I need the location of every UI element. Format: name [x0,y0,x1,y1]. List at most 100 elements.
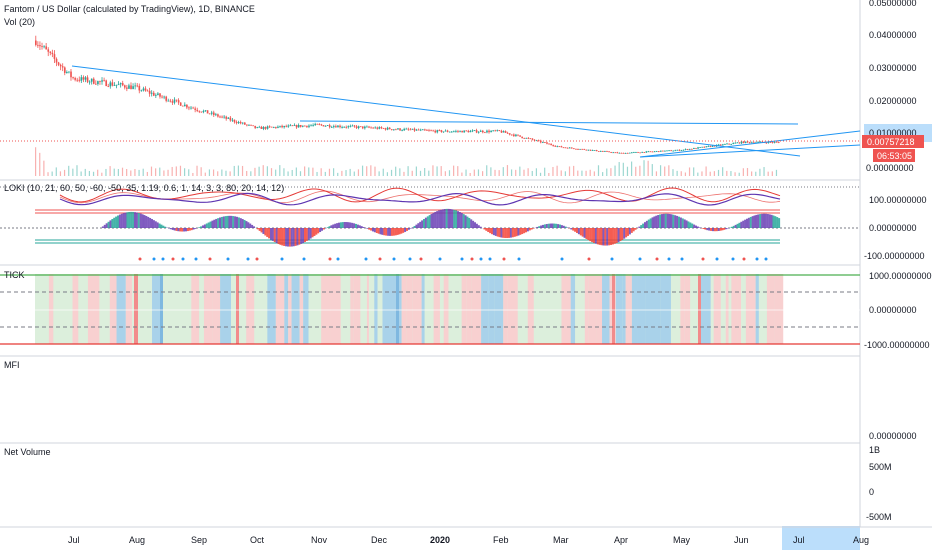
loki-hist-bar [543,224,546,228]
loki-hist-bar [115,216,118,228]
candle-body [459,130,461,132]
tick-band [725,274,729,344]
loki-hist-bar [322,228,325,230]
loki-hist-bar [611,228,614,245]
net-volume-title[interactable]: Net Volume [4,447,51,457]
symbol-title[interactable]: Fantom / US Dollar (calculated by Tradin… [4,4,255,14]
tick-title[interactable]: TICK [4,270,25,280]
candle-body [500,130,503,133]
candle-body [390,129,393,130]
candle-body [285,125,288,127]
tick-band [737,274,742,344]
mfi-title[interactable]: MFI [4,360,20,370]
tick-band [368,274,375,344]
candle-body [370,127,372,129]
candle-body [711,145,714,147]
loki-hist-bar [315,228,318,235]
loki-hist-bar [343,222,346,228]
loki-hist-bar [623,228,626,239]
loki-hist-bar [721,228,724,231]
candle-body [364,126,366,129]
candle-body [612,152,615,154]
loki-hist-bar [417,223,420,228]
volume-bar [635,166,637,176]
loki-hist-bar [770,214,773,228]
countdown-badge [873,149,915,162]
volume-bar [759,168,761,176]
candle-body [272,127,275,128]
loki-hist-bar [205,223,208,228]
candle-body [419,129,422,131]
volume-bar [84,168,86,176]
loki-hist-bar [600,228,603,246]
candle-body [593,150,596,151]
volume-bar [515,169,517,176]
candle-body [115,84,118,86]
candle-body [535,140,538,142]
candle-body [35,40,37,45]
candle-body [765,142,768,144]
volume-bar [448,170,451,176]
tick-band [412,274,422,344]
loki-hist-bar [525,228,527,233]
loki-hist-bar [564,226,567,228]
volume-bar [775,169,778,176]
candle-body [347,126,350,128]
volume-label[interactable]: Vol (20) [4,17,35,27]
candle-body [204,110,207,112]
candle-body [235,122,238,124]
candle-body [78,79,81,81]
loki-hist-bar [332,224,335,228]
loki-hist-bar [107,221,110,228]
price-axis[interactable]: 0.05000000 0.04000000 0.03000000 0.02000… [866,0,917,173]
time-tick-label: Jul [68,535,80,545]
volume-bar [196,165,198,176]
loki-hist-bar [742,220,745,228]
tick-band [684,274,688,344]
candle-body [117,84,120,86]
volume-bar [705,166,707,176]
loki-axis-label: 100.00000000 [869,195,927,205]
countdown-value: 06:53:05 [877,151,912,161]
loki-hist-bar [668,213,671,228]
loki-signal-dot [161,257,165,261]
time-axis[interactable]: Jul Aug Sep Oct Nov Dec 2020 Feb Mar Apr… [68,535,869,545]
loki-hist-bar [215,218,218,228]
loki-hist-bar [606,228,609,246]
loki-hist-bar [651,217,654,228]
candle-body [186,104,188,108]
loki-title[interactable]: LOKI (10, 21, 60, 50, -60, -50, 35, 1.19… [4,183,284,193]
candle-body [244,122,246,125]
loki-signal-dot [336,257,340,261]
loki-hist-bar [419,221,422,228]
candle-body [63,67,66,73]
candle-body [223,116,225,118]
volume-bar [225,170,227,176]
candle-body [171,101,174,103]
candle-body [206,110,209,114]
loki-hist-bar [341,222,344,228]
loki-signal-dot [302,257,306,261]
tick-band [350,274,354,344]
tick-band [168,274,171,344]
loki-hist-bar [241,219,244,228]
loki-hist-bar [627,228,629,236]
volume-bar [722,167,724,176]
loki-hist-bar [101,226,104,228]
loki-signal-dot [226,257,230,261]
loki-signal-dot [701,257,705,261]
loki-hist-bar [260,228,263,233]
volume-bar [155,168,157,176]
volume-bar [751,171,753,176]
candle-body [631,152,633,154]
candle-body [299,125,302,127]
loki-histogram [101,208,781,247]
loki-hist-bar [249,223,252,228]
loki-hist-bar [186,228,189,232]
volume-bar [622,162,624,176]
candle-body [697,147,699,149]
volume-bar [204,172,206,176]
candle-body [618,152,621,154]
candle-body [241,122,244,124]
